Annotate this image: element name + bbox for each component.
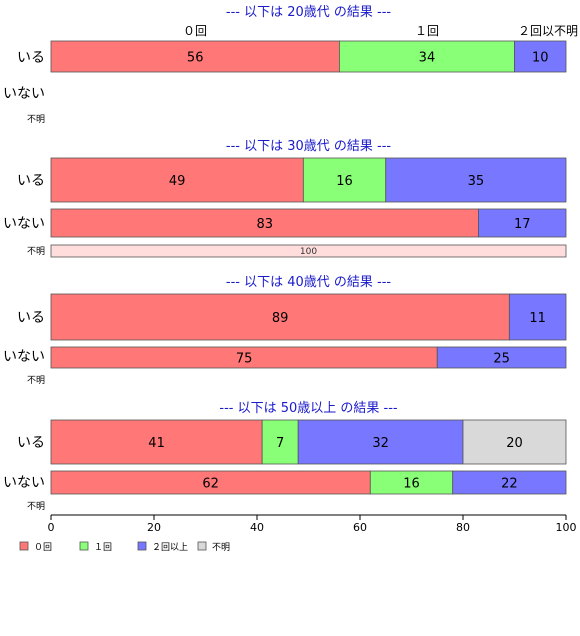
row-label: いる (17, 435, 45, 451)
row-label: いない (3, 216, 45, 232)
row-label: 不明 (27, 501, 45, 512)
legend-swatch (79, 541, 89, 551)
bar-segment (514, 40, 567, 73)
row-label: いる (17, 173, 45, 189)
segment-value-label: 16 (403, 477, 420, 492)
bar-segment (385, 157, 567, 203)
x-tick-label: 40 (250, 521, 264, 534)
segment-value-label: 83 (256, 217, 273, 232)
segment-value-label: 22 (501, 477, 518, 492)
segment-value-label: 32 (372, 436, 389, 451)
legend: ０回 １回 ２回以上 不明 (19, 541, 230, 553)
segment-value-label: 62 (202, 477, 219, 492)
bar-segment (50, 419, 263, 465)
column-header: １回 (415, 24, 439, 38)
bar-segment (462, 419, 567, 465)
row-label: いない (3, 349, 45, 365)
segment-value-label: 34 (419, 51, 436, 66)
row-label: いない (3, 86, 45, 102)
panel-title: --- 以下は 40歳代 の結果 --- (226, 275, 392, 290)
segment-value-label: 16 (336, 174, 353, 189)
x-axis: 0 20 40 60 80 100 (48, 514, 577, 534)
bar-segment (452, 470, 567, 495)
segment-value-label: 35 (468, 174, 485, 189)
segment-value-label: 75 (236, 352, 253, 367)
legend-swatch (137, 541, 147, 551)
bar-segment (50, 293, 510, 341)
legend-swatch (19, 541, 29, 551)
bar-segment (50, 157, 304, 203)
legend-swatch (197, 541, 207, 551)
row-label: 不明 (27, 246, 45, 257)
bar-segment (478, 208, 567, 238)
column-headers: ０回 １回 ２回以不明 (183, 24, 578, 38)
segment-value-label: 7 (276, 436, 284, 451)
segment-value-label: 100 (300, 247, 317, 257)
bar-segment (436, 346, 567, 369)
panel-title: --- 以下は 30歳代 の結果 --- (226, 139, 392, 154)
bar-segment (50, 208, 479, 238)
legend-label: 不明 (212, 542, 230, 553)
x-tick-label: 80 (456, 521, 470, 534)
segment-value-label: 89 (272, 311, 289, 326)
column-header: ０回 (183, 24, 207, 38)
panel-title: --- 以下は 20歳代 の結果 --- (226, 5, 392, 20)
segment-value-label: 49 (169, 174, 186, 189)
x-tick-label: 60 (353, 521, 367, 534)
segment-value-label: 25 (493, 352, 510, 367)
segment-value-label: 20 (506, 436, 523, 451)
legend-item: ２回以上 (137, 541, 188, 553)
x-tick-label: 20 (147, 521, 161, 534)
legend-item: １回 (79, 541, 112, 553)
segment-value-label: 10 (532, 51, 549, 66)
row-label: 不明 (27, 375, 45, 386)
segment-value-label: 17 (514, 217, 531, 232)
column-header: ２回以不明 (518, 24, 578, 38)
segment-value-label: 56 (187, 51, 204, 66)
segment-value-label: 41 (148, 436, 165, 451)
panel-4: --- 以下は 50歳以上 の結果 --- いる 41 7 32 20 いない 62 16 22 不… (3, 401, 567, 512)
legend-item: ０回 (19, 541, 52, 553)
x-tick-label: 100 (556, 521, 577, 534)
bar-segment (302, 157, 387, 203)
row-label: いる (17, 50, 45, 66)
legend-item: 不明 (197, 541, 230, 553)
legend-label: ０回 (34, 542, 52, 553)
bar-segment (508, 293, 567, 341)
bar-segment (297, 419, 464, 465)
panel-title: --- 以下は 50歳以上 の結果 --- (219, 401, 398, 416)
row-label: 不明 (27, 114, 45, 125)
row-label: いる (17, 310, 45, 326)
segment-value-label: 11 (529, 311, 546, 326)
bar-segment (50, 40, 340, 73)
x-tick-label: 0 (48, 521, 55, 534)
panel-3: --- 以下は 40歳代 の結果 --- いる 89 11 いない 75 25 不明 (3, 275, 567, 386)
bar-segment (50, 244, 567, 258)
legend-label: ２回以上 (152, 542, 188, 553)
bar-segment (338, 40, 515, 73)
row-label: いない (3, 475, 45, 491)
panel-2: --- 以下は 30歳代 の結果 --- いる 49 16 35 いない 83 17 不明 100 (3, 139, 567, 258)
legend-label: １回 (94, 542, 112, 553)
